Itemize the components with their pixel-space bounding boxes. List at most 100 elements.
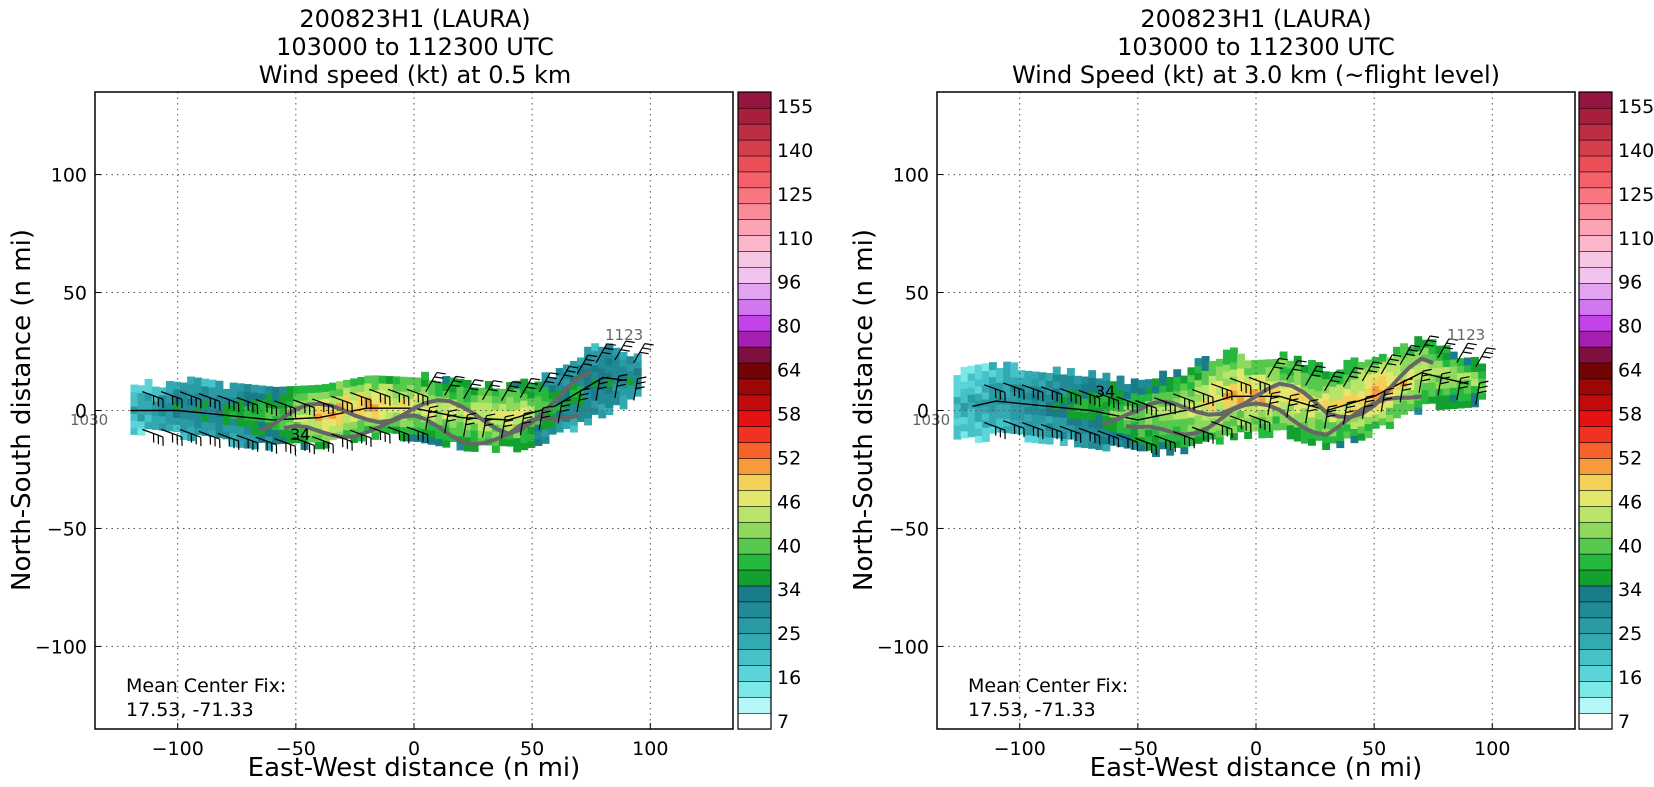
wind-speed-cell (385, 383, 394, 392)
wind-barb (1078, 427, 1101, 445)
wind-speed-cell (187, 411, 196, 420)
wind-speed-cell (1463, 400, 1472, 408)
wind-speed-cell (1244, 360, 1253, 369)
colorbar-tick-label: 80 (777, 316, 801, 338)
wind-speed-cell (484, 409, 493, 418)
wind-speed-cell (1144, 393, 1153, 402)
x-tick-label: 50 (1362, 738, 1386, 760)
wind-speed-cell (1237, 374, 1245, 383)
wind-speed-cell (1307, 388, 1316, 397)
wind-speed-cell (633, 353, 642, 362)
wind-speed-cell (470, 415, 479, 424)
wind-speed-cell (1300, 393, 1309, 402)
wind-speed-cell (258, 420, 266, 429)
wind-speed-cell (1371, 357, 1380, 365)
wind-speed-cell (1251, 381, 1260, 390)
wind-speed-cell (953, 389, 962, 398)
wind-speed-cell (428, 380, 437, 389)
wind-speed-cell (421, 428, 429, 437)
wind-speed-cell (385, 411, 394, 420)
wind-speed-cell (1194, 372, 1203, 381)
wind-speed-cell (1322, 371, 1331, 380)
wind-speed-cell (350, 378, 359, 387)
wind-speed-cell (1272, 387, 1281, 396)
wind-speed-cell (314, 406, 323, 414)
wind-speed-cell (1059, 416, 1068, 425)
wind-speed-cell (1152, 413, 1160, 422)
wind-speed-cell (591, 343, 600, 352)
wind-speed-cell (520, 428, 529, 437)
wind-speed-cell (1456, 386, 1465, 395)
colorbar-tick-label: 7 (1618, 711, 1630, 733)
wind-speed-cell (1187, 388, 1196, 397)
wind-speed-cell (605, 385, 614, 394)
wind-speed-cell (527, 404, 536, 413)
wind-speed-cell (1428, 381, 1437, 390)
wind-speed-cell (499, 388, 507, 397)
wind-speed-cell (520, 442, 529, 451)
wind-speed-cell (201, 421, 210, 429)
wind-barb (1380, 354, 1402, 375)
wind-speed-cell (1081, 440, 1090, 449)
wind-barb (425, 405, 439, 430)
wind-speed-cell (953, 431, 962, 440)
wind-speed-cell (1017, 391, 1026, 400)
wind-speed-cell (1081, 376, 1090, 385)
wind-speed-cell (187, 390, 196, 399)
colorbar-swatch (737, 410, 772, 428)
wind-speed-cell (1208, 368, 1217, 376)
wind-speed-cell (1293, 362, 1302, 371)
wind-speed-cell (1463, 378, 1472, 387)
wind-speed-cell (541, 428, 550, 437)
wind-speed-cell (1052, 373, 1061, 382)
wind-speed-cell (1201, 398, 1210, 407)
wind-speed-cell (612, 354, 621, 363)
wind-barb (595, 343, 616, 364)
colorbar: 155 140 125 110 96 80 64 58 52 46 40 34 25 16 7 (1578, 91, 1654, 733)
wind-speed-cell (1421, 382, 1430, 391)
wind-speed-cell (1421, 396, 1430, 405)
wind-speed-cell (1244, 424, 1253, 432)
wind-barb (179, 391, 202, 409)
colorbar-swatch (1578, 537, 1613, 555)
wind-speed-cell (470, 394, 479, 403)
wind-speed-cell (1052, 409, 1061, 417)
wind-speed-cell (250, 427, 259, 436)
wind-speed-cell (1010, 404, 1019, 413)
wind-speed-cell (491, 395, 500, 404)
wind-speed-cell (1201, 356, 1210, 364)
wind-speed-cell (1315, 369, 1323, 378)
colorbar-swatch (1578, 250, 1613, 268)
wind-speed-cell (1173, 397, 1182, 406)
wind-speed-cell (577, 406, 585, 415)
wind-speed-cell (1329, 414, 1338, 423)
wind-speed-cell (534, 381, 543, 390)
wind-speed-cell (378, 425, 387, 434)
wind-speed-cell (491, 402, 500, 411)
colorbar-tick-label: 125 (1618, 184, 1654, 206)
wind-speed-cell (1074, 439, 1082, 448)
wind-speed-cell (414, 384, 422, 393)
wind-speed-cell (520, 378, 529, 387)
wind-speed-cell (187, 404, 196, 413)
wind-barb (984, 384, 1006, 402)
wind-speed-cell (633, 360, 642, 369)
wind-speed-cell (569, 403, 578, 412)
wind-speed-cell (967, 386, 976, 395)
wind-speed-cell (1343, 374, 1352, 382)
wind-speed-cell (1393, 360, 1401, 369)
wind-speed-cell (1329, 386, 1338, 394)
wind-barb (1229, 415, 1252, 433)
colorbar-swatch (1578, 362, 1613, 380)
wind-speed-cell (1442, 366, 1451, 375)
wind-speed-cell (591, 350, 600, 359)
wind-barb (293, 399, 315, 417)
wind-speed-cell (960, 409, 969, 418)
colorbar-tick-label: 64 (777, 360, 801, 382)
wind-speed-cell (194, 427, 203, 436)
wind-speed-cell (456, 378, 465, 387)
wind-speed-cell (1116, 396, 1125, 405)
wind-speed-cell (158, 387, 167, 396)
wind-speed-cell (974, 421, 983, 429)
wind-speed-cell (1230, 418, 1238, 427)
